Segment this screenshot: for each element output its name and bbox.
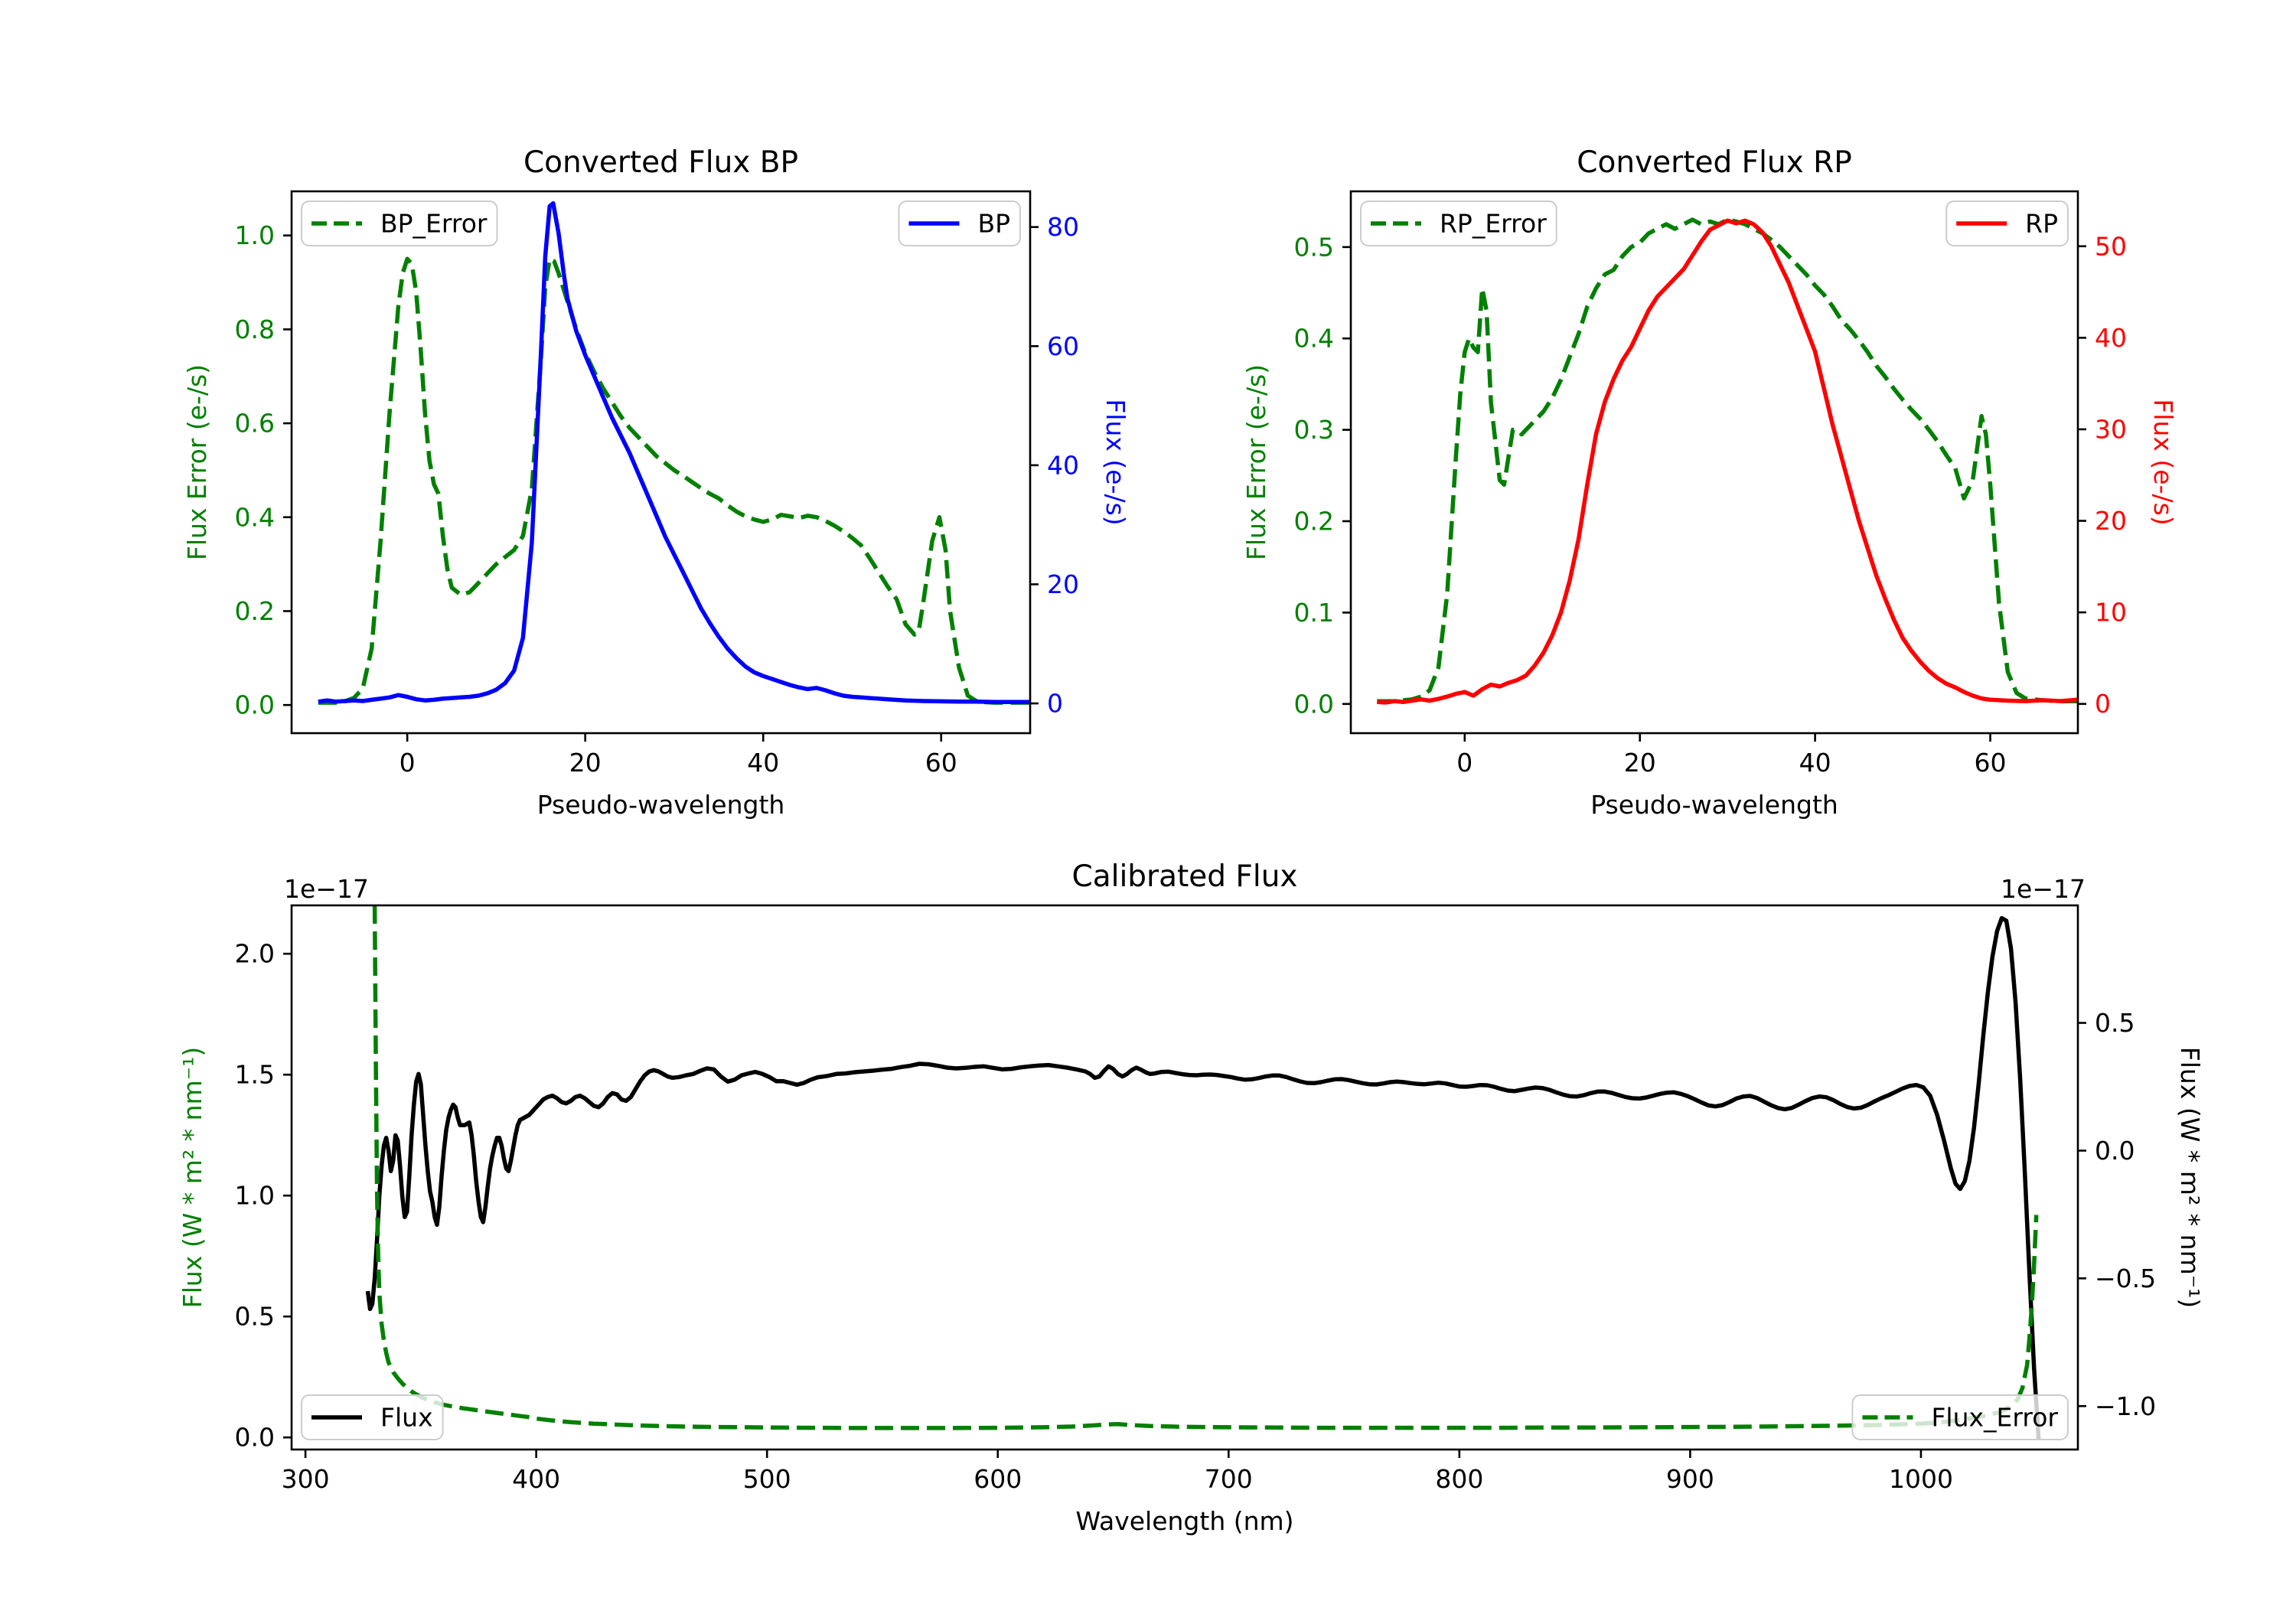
x-tick-label: 900 bbox=[1666, 1464, 1714, 1494]
y-tick-label: 50 bbox=[2095, 231, 2127, 261]
y-tick-label: 20 bbox=[1047, 569, 1079, 599]
legend-label: BP_Error bbox=[380, 209, 488, 239]
chart-title: Calibrated Flux bbox=[1072, 859, 1298, 894]
y-axis-label-left: Flux Error (e-/s) bbox=[182, 364, 212, 560]
y-tick-label: 0.2 bbox=[235, 596, 275, 626]
y-tick-label: 80 bbox=[1047, 212, 1079, 242]
legend-flux-error: Flux_Error bbox=[1851, 1394, 2069, 1440]
y-axis-label-right: Flux (e-/s) bbox=[2148, 399, 2178, 525]
converted-flux-rp-chart: Converted Flux RP 0 20 40 60 Pseudo-wavelengt… bbox=[1241, 145, 2178, 820]
legend-rp-error: RP_Error bbox=[1360, 201, 1557, 246]
plot-border bbox=[290, 190, 1032, 735]
y-tick-label: 0.4 bbox=[1294, 324, 1334, 354]
plot-area bbox=[292, 191, 1030, 733]
y-tick-label: 10 bbox=[2095, 598, 2127, 628]
y-tick-label: 0.4 bbox=[235, 502, 275, 532]
bp-error-line bbox=[318, 256, 1030, 705]
legend-box bbox=[301, 1394, 444, 1440]
plot-area bbox=[1351, 191, 2078, 733]
y-tick-label: 2.0 bbox=[235, 939, 275, 969]
x-tick-label: 700 bbox=[1205, 1464, 1253, 1494]
legend-bp: BP bbox=[898, 201, 1021, 246]
y-tick-label: 0.0 bbox=[1294, 689, 1334, 719]
legend-box bbox=[1945, 201, 2069, 246]
y-tick-label: 0 bbox=[1047, 689, 1063, 719]
y-tick-label: −0.5 bbox=[2095, 1264, 2156, 1293]
y-tick-label: 0.0 bbox=[2095, 1136, 2135, 1166]
y-tick-label: 0.8 bbox=[235, 315, 275, 344]
legend-label: BP bbox=[977, 209, 1010, 239]
y-tick-label: 0.2 bbox=[1294, 507, 1334, 536]
y-tick-label: 1.0 bbox=[235, 1181, 275, 1211]
y-axis-label-left: Flux Error (e-/s) bbox=[1241, 364, 1271, 560]
plot-area bbox=[292, 905, 2078, 1450]
x-tick-label: 60 bbox=[925, 748, 957, 778]
legend-box bbox=[898, 201, 1021, 246]
rp-error-line bbox=[1377, 217, 2078, 703]
y-axis-label-left: Flux (W * m² * nm⁻¹) bbox=[178, 1047, 207, 1309]
calibrated-flux-chart: Calibrated Flux 300 400 500 600 700 800 900 1000… bbox=[178, 859, 2205, 1536]
y-tick-label: 0.0 bbox=[235, 1423, 275, 1453]
legend-box bbox=[1360, 201, 1557, 246]
y-axis-label-right: Flux (W * m² * nm⁻¹) bbox=[2175, 1047, 2205, 1309]
y-tick-label: 20 bbox=[2095, 506, 2127, 536]
legend-label: Flux bbox=[380, 1403, 433, 1433]
rp-line bbox=[1377, 218, 2078, 705]
y-tick-label: 0.1 bbox=[1294, 598, 1334, 628]
y-tick-label: 0 bbox=[2095, 689, 2111, 719]
x-tick-label: 0 bbox=[1456, 748, 1473, 778]
x-tick-label: 600 bbox=[974, 1464, 1022, 1494]
flux-line bbox=[365, 915, 2041, 1440]
y-tick-label: 0.6 bbox=[235, 409, 275, 439]
legend-label: Flux_Error bbox=[1931, 1403, 2058, 1433]
legend-rp: RP bbox=[1945, 201, 2069, 246]
axis-offset-text-left: 1e−17 bbox=[284, 874, 369, 904]
bp-line bbox=[318, 201, 1030, 704]
plot-border bbox=[290, 904, 2079, 1451]
x-axis-label: Pseudo-wavelength bbox=[537, 790, 785, 820]
y-tick-label: −1.0 bbox=[2095, 1391, 2156, 1421]
y-tick-label: 60 bbox=[1047, 331, 1079, 361]
chart-title: Converted Flux RP bbox=[1577, 145, 1851, 180]
y-tick-label: 0.0 bbox=[235, 690, 275, 720]
x-tick-label: 60 bbox=[1975, 748, 2007, 778]
x-tick-label: 20 bbox=[1624, 748, 1656, 778]
x-tick-label: 800 bbox=[1435, 1464, 1483, 1494]
y-tick-label: 0.5 bbox=[1294, 232, 1334, 262]
x-axis-label: Wavelength (nm) bbox=[1075, 1506, 1293, 1536]
y-tick-label: 0.5 bbox=[2095, 1008, 2135, 1038]
legend-box bbox=[1851, 1394, 2069, 1440]
y-tick-label: 1.0 bbox=[235, 220, 275, 250]
x-tick-label: 20 bbox=[569, 748, 602, 778]
x-tick-label: 500 bbox=[743, 1464, 791, 1494]
x-tick-label: 40 bbox=[1799, 748, 1831, 778]
y-tick-label: 1.5 bbox=[235, 1060, 275, 1090]
plot-border bbox=[1349, 190, 2079, 735]
y-tick-label: 0.3 bbox=[1294, 415, 1334, 445]
legend-label: RP bbox=[2025, 209, 2058, 239]
y-tick-label: 40 bbox=[2095, 323, 2127, 353]
legend-box bbox=[301, 201, 498, 246]
y-axis-label-right: Flux (e-/s) bbox=[1101, 399, 1130, 525]
converted-flux-bp-chart: Converted Flux BP 0 20 40 60 Pseudo-wavelengt… bbox=[182, 145, 1130, 820]
y-tick-label: 40 bbox=[1047, 450, 1079, 480]
chart-title: Converted Flux BP bbox=[523, 145, 798, 180]
x-tick-label: 300 bbox=[282, 1464, 330, 1494]
legend-bp-error: BP_Error bbox=[301, 201, 498, 246]
x-tick-label: 40 bbox=[747, 748, 779, 778]
legend-flux: Flux bbox=[301, 1394, 444, 1440]
legend-label: RP_Error bbox=[1440, 209, 1547, 239]
x-tick-label: 1000 bbox=[1889, 1464, 1953, 1494]
x-axis-label: Pseudo-wavelength bbox=[1590, 790, 1838, 820]
axis-offset-text-right: 1e−17 bbox=[2001, 874, 2086, 904]
y-tick-label: 30 bbox=[2095, 414, 2127, 444]
x-tick-label: 0 bbox=[400, 748, 416, 778]
x-tick-label: 400 bbox=[512, 1464, 560, 1494]
y-tick-label: 0.5 bbox=[235, 1302, 275, 1332]
